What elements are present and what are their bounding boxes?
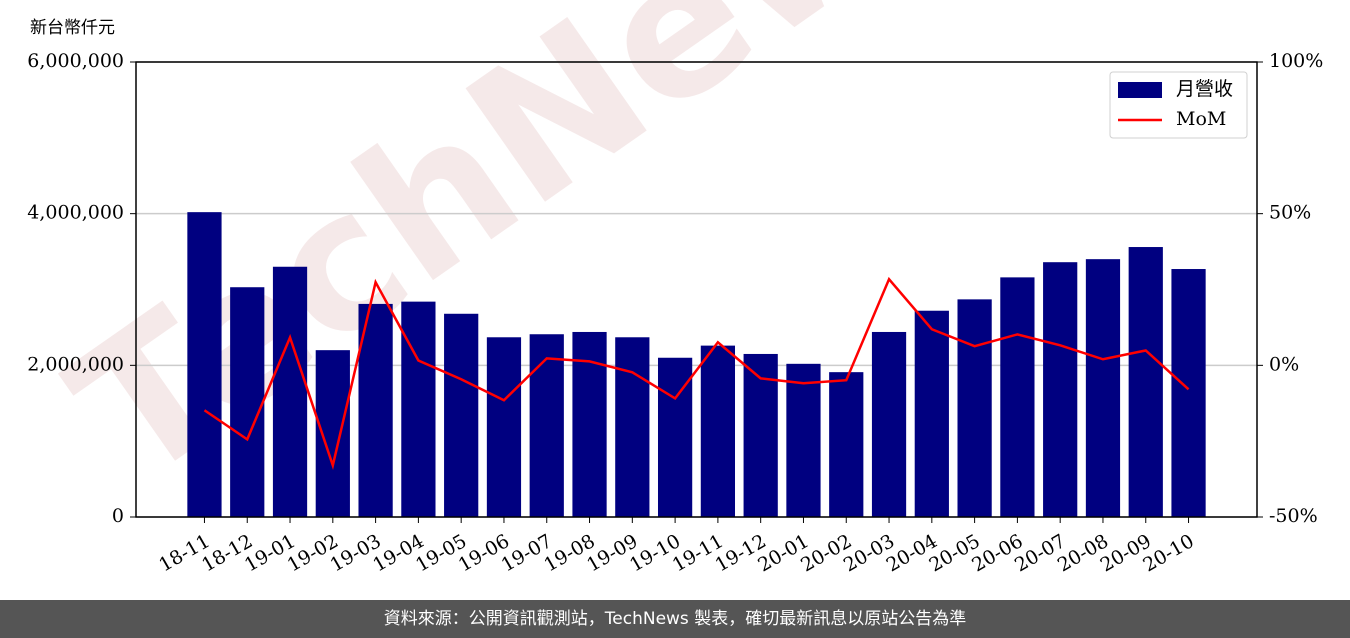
bar bbox=[957, 299, 992, 517]
footer: 資料來源：公開資訊觀測站，TechNews 製表，確切最新訊息以原站公告為準 bbox=[0, 600, 1350, 638]
line bbox=[203, 276, 1190, 471]
legend-label: 月營收 bbox=[1176, 78, 1233, 100]
bar bbox=[1171, 269, 1206, 517]
bar bbox=[786, 363, 821, 517]
y-tick-label: 6,000,000 bbox=[27, 50, 124, 72]
bar bbox=[401, 301, 436, 517]
plot-frame bbox=[135, 61, 1258, 518]
bar bbox=[358, 303, 393, 517]
y2-tick-label: -50% bbox=[1269, 505, 1318, 527]
bar bbox=[615, 337, 650, 517]
y-axis-label: 新台幣仟元 bbox=[30, 18, 115, 38]
bar bbox=[230, 287, 265, 517]
chart: TechNews 新台幣仟元 02,000,0004,000,0006,000,… bbox=[27, 0, 1323, 576]
y2-tick-label: 50% bbox=[1269, 202, 1311, 224]
bar bbox=[272, 266, 308, 517]
y2-tick-label: 0% bbox=[1269, 353, 1299, 375]
bar bbox=[187, 212, 222, 517]
legend-label: MoM bbox=[1176, 108, 1226, 130]
bar bbox=[444, 313, 479, 517]
y2-tick-label: 100% bbox=[1269, 50, 1323, 72]
bar bbox=[486, 337, 522, 517]
legend-swatch bbox=[1118, 82, 1162, 98]
bar bbox=[829, 372, 864, 517]
bar bbox=[1000, 277, 1035, 517]
y-tick-label: 0 bbox=[112, 505, 124, 527]
bar bbox=[315, 350, 350, 517]
bar bbox=[1128, 247, 1163, 518]
y-tick-label: 2,000,000 bbox=[27, 353, 124, 375]
x-tick-label: 20-10 bbox=[1139, 530, 1197, 576]
bar bbox=[700, 345, 736, 517]
y-tick-label: 4,000,000 bbox=[27, 202, 124, 224]
bar bbox=[529, 334, 564, 517]
bar bbox=[1043, 262, 1078, 517]
bar bbox=[914, 310, 949, 517]
bar bbox=[871, 331, 907, 517]
bar bbox=[572, 331, 607, 517]
bar bbox=[1085, 259, 1121, 517]
bar bbox=[743, 353, 778, 517]
